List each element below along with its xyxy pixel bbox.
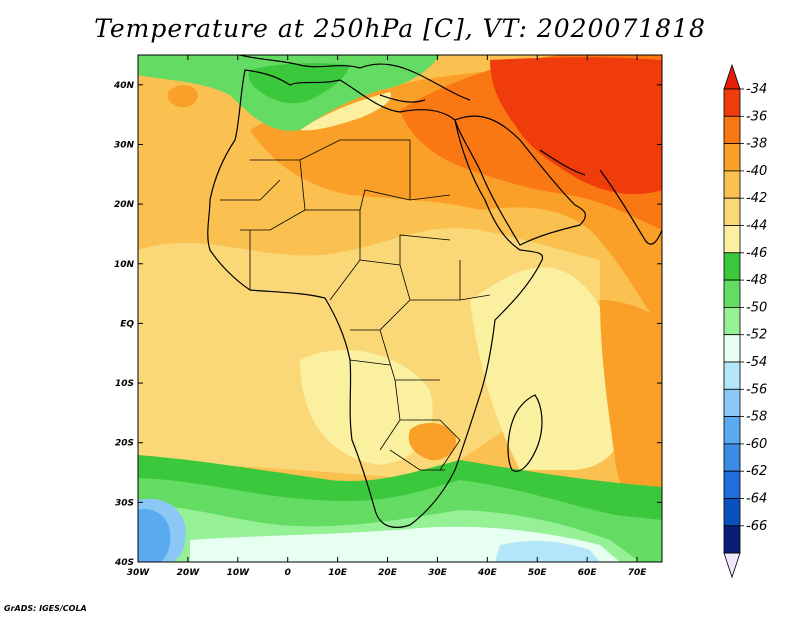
- colorbar-label: -60: [746, 437, 767, 452]
- band-38-40-zambia: [408, 423, 456, 461]
- band-54-56-south: [495, 540, 600, 562]
- colorbar-swatch: [723, 88, 741, 117]
- band-34-36: [490, 57, 662, 195]
- coastlines: [207, 55, 662, 528]
- colorbar-top-arrow: [723, 63, 741, 90]
- colorbar-swatch: [723, 525, 741, 554]
- colorbar-swatch: [723, 170, 741, 199]
- lon-tick-label: 30W: [127, 568, 151, 578]
- credit-label: GrADS: IGES/COLA: [4, 604, 87, 613]
- temperature-field: [138, 55, 662, 562]
- colorbar-swatch: [723, 443, 741, 472]
- colorbar-swatch: [723, 252, 741, 281]
- country-borders: [220, 139, 491, 471]
- lon-tick-label: 0: [285, 568, 291, 578]
- colorbar-label: -66: [746, 519, 767, 534]
- lon-tick-label: 60E: [578, 568, 598, 578]
- lon-tick-label: 20E: [378, 568, 398, 578]
- chart-title: Temperature at 250hPa [C], VT: 202007181…: [94, 14, 706, 43]
- colorbar-swatch: [723, 225, 741, 254]
- colorbar-label: -54: [746, 355, 767, 370]
- colorbar-swatch: [723, 334, 741, 363]
- colorbar-label: -48: [746, 273, 767, 288]
- lat-tick-label: 40S: [114, 558, 134, 568]
- lat-tick-label: 30N: [114, 140, 135, 150]
- colorbar-label: -46: [746, 246, 767, 261]
- colorbar-swatch: [723, 306, 741, 336]
- lon-tick-label: 10E: [328, 568, 348, 578]
- band-58-60-sw: [138, 509, 171, 562]
- lat-tick-label: 10S: [115, 379, 134, 389]
- lon-tick-label: 30E: [428, 568, 448, 578]
- lon-tick-label: 40E: [477, 568, 498, 578]
- band-44-46-west: [300, 350, 433, 465]
- lon-tick-label: 20W: [177, 568, 201, 578]
- colorbar-label: -64: [746, 492, 767, 507]
- colorbar-label: -34: [746, 82, 767, 97]
- lat-tick-label: 20N: [114, 200, 135, 210]
- lat-tick-label: 30S: [115, 498, 134, 508]
- lat-tick-label: 40N: [113, 81, 135, 91]
- band-44-46: [470, 267, 626, 470]
- colorbar-label: -36: [746, 109, 767, 124]
- lon-ticks: 30W 20W 10W 0 10E 20E 30E 40E 50E 60E 70E: [127, 55, 647, 578]
- europe-coast: [239, 55, 471, 103]
- colorbar-label: -42: [746, 191, 767, 206]
- band-38-40-south: [600, 300, 662, 525]
- gulf-coast: [539, 149, 586, 176]
- band-44-med-edge: [300, 92, 391, 131]
- colorbar: -34 -36 -38 -40 -42 -44 -46 -48 -50 -52 -54 -56 -58 -…: [723, 63, 767, 579]
- colorbar-label: -62: [746, 464, 767, 479]
- madagascar-coast: [507, 394, 543, 472]
- colorbar-swatch: [723, 279, 741, 308]
- colorbar-label: -38: [746, 137, 767, 152]
- africa-coastline: [207, 69, 544, 528]
- colorbar-swatch: [723, 197, 741, 226]
- colorbar-label: -40: [746, 164, 767, 179]
- colorbar-label: -56: [746, 382, 767, 397]
- lon-tick-label: 50E: [528, 568, 548, 578]
- lat-tick-label: 10N: [114, 260, 135, 270]
- colorbar-bottom-arrow: [723, 552, 741, 579]
- lat-tick-label: EQ: [120, 319, 134, 329]
- colorbar-swatch: [723, 498, 741, 527]
- colorbar-swatch: [723, 115, 741, 145]
- india-coast: [599, 169, 662, 245]
- colorbar-swatch: [723, 388, 741, 417]
- colorbar-swatch: [723, 470, 741, 499]
- lat-ticks: 40N 30N 20N 10N EQ 10S 20S 30S 40S: [113, 81, 662, 568]
- colorbar-swatch: [723, 361, 741, 390]
- colorbar-label: -44: [746, 219, 767, 234]
- colorbar-label: -52: [746, 328, 767, 343]
- map-frame: [137, 54, 663, 563]
- lon-tick-label: 70E: [628, 568, 648, 578]
- lat-tick-label: 20S: [115, 439, 134, 449]
- colorbar-swatch: [723, 416, 741, 445]
- colorbar-swatch: [723, 143, 741, 172]
- colorbar-label: -50: [746, 300, 767, 315]
- lon-tick-label: 10W: [227, 568, 251, 578]
- band-38-40-atl: [167, 85, 198, 108]
- colorbar-label: -58: [746, 410, 767, 425]
- arabia-coast: [454, 115, 587, 246]
